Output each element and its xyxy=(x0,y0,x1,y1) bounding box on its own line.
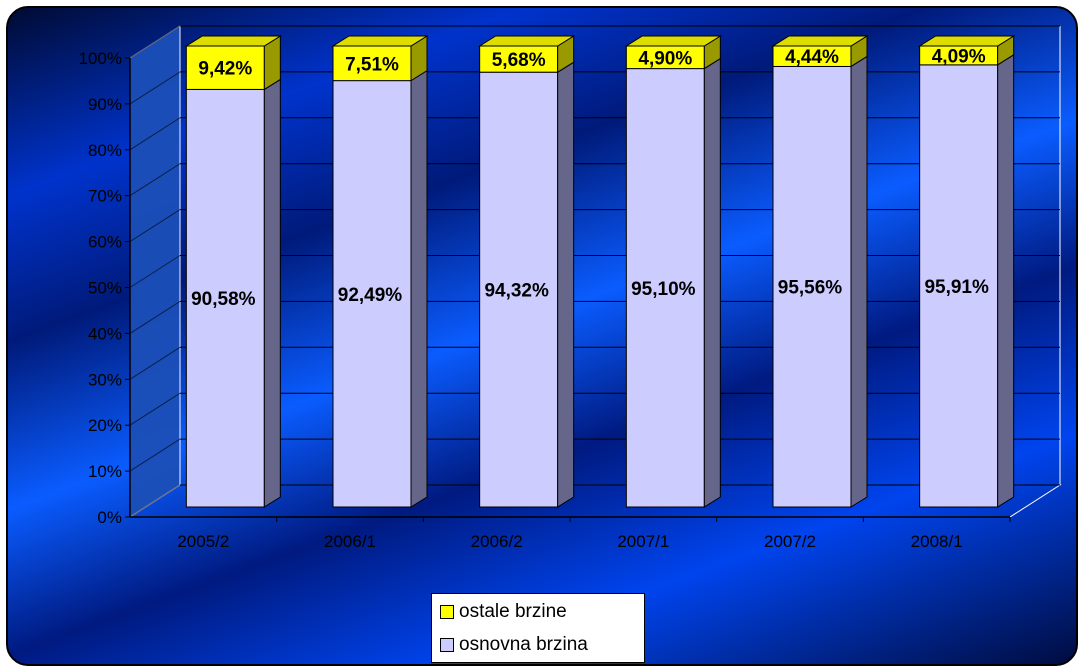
data-label-osnovna-brzina: 90,58% xyxy=(191,289,256,310)
legend-label-ostale-brzine: ostale brzine xyxy=(459,601,567,622)
bar-base-side xyxy=(997,53,1015,508)
bar-base-2007/1 xyxy=(625,68,705,508)
bar-top-face xyxy=(331,35,429,47)
gridline-depth xyxy=(129,117,181,151)
data-label-ostale-brzine: 5,68% xyxy=(492,50,546,71)
legend-label-osnovna-brzina: osnovna brzina xyxy=(459,634,588,655)
bar-base-side xyxy=(703,57,721,508)
bar-top-face xyxy=(624,35,723,47)
legend-item-ostale-brzine: ostale brzine xyxy=(440,601,567,623)
gridline-depth xyxy=(129,209,181,243)
bar-top-2006/1 xyxy=(332,45,412,82)
legend: ostale brzine osnovna brzina xyxy=(431,593,645,663)
y-tick-label: 40% xyxy=(88,324,122,343)
gridline-depth xyxy=(129,346,181,380)
data-label-ostale-brzine: 4,09% xyxy=(932,46,986,67)
y-tick-label: 50% xyxy=(88,279,122,298)
data-label-ostale-brzine: 7,51% xyxy=(345,54,399,75)
gridline-depth xyxy=(129,163,181,197)
bar-top-face xyxy=(771,35,869,47)
bar-base-2007/2 xyxy=(772,65,852,508)
x-tick-label: 2007/1 xyxy=(617,532,669,551)
data-label-ostale-brzine: 9,42% xyxy=(198,59,252,80)
bar-top-face xyxy=(184,35,283,47)
legend-item-osnovna-brzina: osnovna brzina xyxy=(440,634,588,656)
y-tick-label: 90% xyxy=(88,95,122,114)
bar-base-2008/1 xyxy=(919,64,999,508)
data-label-osnovna-brzina: 92,49% xyxy=(338,285,403,306)
bar-base-side xyxy=(850,55,868,508)
gridline-depth xyxy=(129,392,181,426)
x-tick-label: 2008/1 xyxy=(911,532,963,551)
y-tick-label: 30% xyxy=(88,370,122,389)
gridline-depth xyxy=(129,255,181,288)
y-tick-label: 80% xyxy=(88,141,122,160)
x-tick-label: 2005/2 xyxy=(177,532,229,551)
y-tick-label: 70% xyxy=(88,187,122,206)
data-label-osnovna-brzina: 95,91% xyxy=(924,277,989,298)
x-tick-label: 2007/2 xyxy=(764,532,816,551)
bar-top-2005/2 xyxy=(185,45,265,90)
legend-swatch-yellow xyxy=(440,605,454,619)
bar-base-side xyxy=(263,78,281,508)
bar-top-face xyxy=(477,35,576,47)
gridline-depth xyxy=(129,484,181,518)
y-tick-label: 20% xyxy=(88,416,122,435)
gridline-depth xyxy=(129,438,181,472)
y-tick-label: 0% xyxy=(97,508,122,527)
bar-top-2006/2 xyxy=(479,45,559,73)
legend-swatch-lavender xyxy=(440,638,454,652)
bar-top-face xyxy=(917,35,1016,47)
bar-base-2005/2 xyxy=(185,88,265,508)
y-tick-label: 60% xyxy=(88,233,122,252)
data-label-ostale-brzine: 4,44% xyxy=(785,47,839,68)
x-tick-label: 2006/1 xyxy=(324,532,376,551)
data-label-osnovna-brzina: 95,10% xyxy=(631,279,696,300)
bar-base-2006/2 xyxy=(479,71,559,508)
data-label-ostale-brzine: 4,90% xyxy=(638,48,692,69)
bar-base-2006/1 xyxy=(332,80,412,508)
y-tick-label: 10% xyxy=(88,462,122,481)
gridline-depth xyxy=(129,25,181,59)
gridline-depth xyxy=(129,71,181,105)
data-label-osnovna-brzina: 94,32% xyxy=(484,281,549,302)
data-label-osnovna-brzina: 95,56% xyxy=(778,278,843,299)
gridline-depth xyxy=(129,300,181,334)
bar-base-side xyxy=(557,61,575,508)
y-tick-label: 100% xyxy=(79,49,122,68)
bar-base-side xyxy=(410,69,428,508)
x-tick-label: 2006/2 xyxy=(471,532,523,551)
